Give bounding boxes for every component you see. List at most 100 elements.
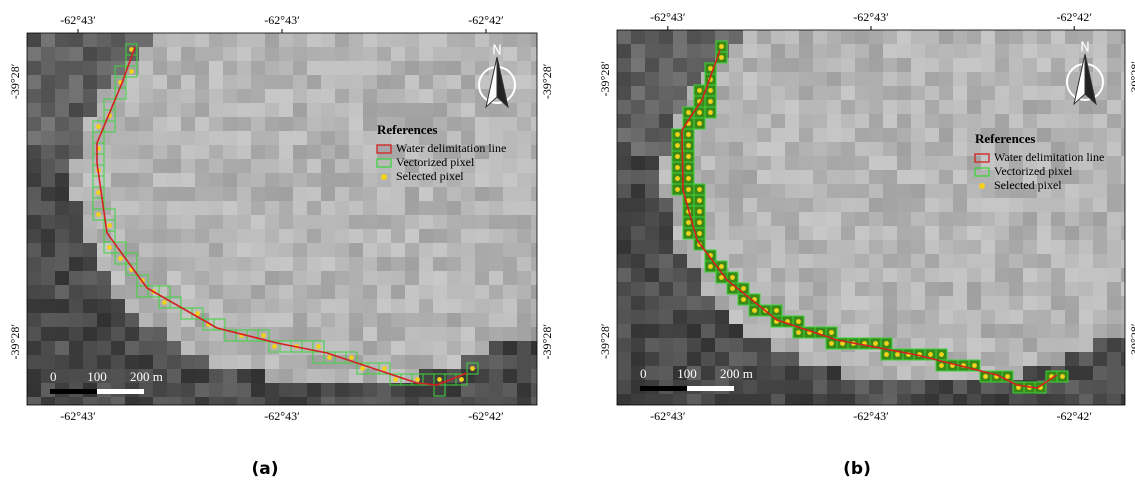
raster-cell	[939, 114, 953, 128]
raster-cell	[279, 201, 293, 215]
raster-cell	[855, 142, 869, 156]
raster-cell	[111, 299, 125, 313]
raster-cell	[433, 271, 447, 285]
raster-cell	[335, 47, 349, 61]
raster-cell	[659, 240, 673, 254]
raster-cell	[967, 226, 981, 240]
raster-cell	[293, 103, 307, 117]
raster-cell	[785, 44, 799, 58]
raster-cell	[813, 128, 827, 142]
raster-cell	[883, 128, 897, 142]
raster-cell	[517, 285, 531, 299]
raster-cell	[911, 240, 925, 254]
raster-cell	[645, 72, 659, 86]
raster-cell	[827, 380, 841, 394]
raster-cell	[743, 170, 757, 184]
raster-cell	[41, 341, 55, 355]
raster-cell	[953, 268, 967, 282]
raster-cell	[391, 187, 405, 201]
raster-cell	[405, 341, 419, 355]
raster-cell	[503, 257, 517, 271]
raster-cell	[349, 201, 363, 215]
raster-cell	[475, 355, 489, 369]
raster-cell	[617, 72, 631, 86]
raster-cell	[1009, 324, 1023, 338]
raster-cell	[799, 100, 813, 114]
raster-cell	[237, 355, 251, 369]
raster-cell	[293, 313, 307, 327]
raster-cell	[195, 215, 209, 229]
raster-cell	[869, 394, 883, 408]
raster-cell	[265, 299, 279, 313]
raster-cell	[1107, 30, 1121, 44]
selected-pixel	[129, 69, 134, 74]
raster-cell	[855, 30, 869, 44]
raster-cell	[181, 89, 195, 103]
raster-cell	[237, 201, 251, 215]
raster-cell	[785, 366, 799, 380]
raster-cell	[83, 299, 97, 313]
raster-cell	[827, 310, 841, 324]
raster-cell	[883, 212, 897, 226]
raster-cell	[167, 61, 181, 75]
raster-cell	[293, 131, 307, 145]
raster-cell	[293, 89, 307, 103]
raster-cell	[729, 226, 743, 240]
raster-cell	[1107, 142, 1121, 156]
raster-cell	[125, 187, 139, 201]
raster-cell	[349, 145, 363, 159]
raster-cell	[939, 324, 953, 338]
raster-cell	[279, 369, 293, 383]
raster-cell	[195, 187, 209, 201]
raster-cell	[771, 184, 785, 198]
raster-cell	[617, 184, 631, 198]
raster-cell	[111, 33, 125, 47]
raster-cell	[813, 170, 827, 184]
raster-cell	[531, 33, 545, 47]
raster-cell	[1051, 394, 1065, 408]
raster-cell	[869, 240, 883, 254]
selected-pixel	[686, 154, 691, 159]
selected-pixel	[796, 330, 801, 335]
raster-cell	[995, 254, 1009, 268]
raster-cell	[405, 75, 419, 89]
raster-cell	[209, 61, 223, 75]
raster-cell	[167, 313, 181, 327]
raster-cell	[265, 355, 279, 369]
raster-cell	[405, 257, 419, 271]
raster-cell	[55, 117, 69, 131]
raster-cell	[419, 103, 433, 117]
raster-cell	[687, 324, 701, 338]
raster-cell	[1093, 212, 1107, 226]
raster-cell	[925, 282, 939, 296]
raster-cell	[995, 212, 1009, 226]
raster-cell	[251, 103, 265, 117]
raster-cell	[405, 355, 419, 369]
raster-cell	[517, 201, 531, 215]
raster-cell	[785, 128, 799, 142]
raster-cell	[125, 397, 139, 411]
raster-cell	[1051, 44, 1065, 58]
raster-cell	[209, 397, 223, 411]
selected-pixel	[107, 245, 112, 250]
raster-cell	[209, 271, 223, 285]
raster-cell	[279, 257, 293, 271]
raster-cell	[799, 352, 813, 366]
raster-cell	[475, 341, 489, 355]
raster-cell	[771, 226, 785, 240]
raster-cell	[617, 170, 631, 184]
raster-cell	[209, 47, 223, 61]
raster-cell	[111, 117, 125, 131]
raster-cell	[223, 271, 237, 285]
raster-cell	[209, 383, 223, 397]
raster-cell	[139, 201, 153, 215]
selected-pixel	[708, 264, 713, 269]
raster-cell	[55, 243, 69, 257]
raster-cell	[419, 61, 433, 75]
raster-cell	[1093, 72, 1107, 86]
raster-cell	[855, 268, 869, 282]
raster-cell	[659, 156, 673, 170]
raster-cell	[517, 145, 531, 159]
raster-cell	[715, 114, 729, 128]
raster-cell	[813, 380, 827, 394]
